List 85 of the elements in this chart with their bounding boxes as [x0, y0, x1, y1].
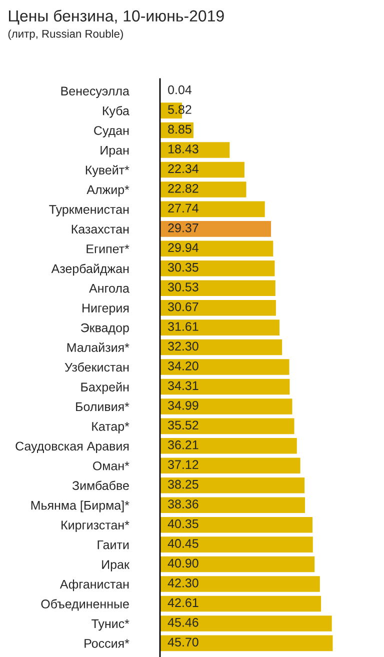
data-label: 42.30	[168, 578, 198, 588]
y-tick-label: Объединенные	[41, 599, 129, 611]
data-label: 30.53	[168, 282, 198, 292]
y-tick-label: Судан	[94, 126, 129, 138]
bar	[160, 339, 282, 356]
y-tick-label: Оман*	[93, 461, 130, 470]
data-label: 31.61	[168, 322, 198, 331]
y-tick-label: Мьянма [Бирма]*	[31, 500, 130, 512]
bar	[160, 556, 315, 572]
bar	[160, 596, 322, 612]
y-tick-label: Туркменистан	[49, 205, 129, 216]
y-tick-label: Россия*	[84, 639, 130, 648]
bar	[160, 398, 292, 414]
y-tick-label: Саудовская Аравия	[16, 442, 129, 454]
bar	[160, 221, 272, 237]
y-tick-label: Малайзия*	[67, 342, 130, 352]
data-label: 35.52	[168, 420, 198, 430]
bar	[160, 378, 290, 395]
bar	[160, 438, 297, 454]
y-tick-label: Ангола	[89, 284, 130, 293]
bar	[160, 320, 280, 336]
data-label: 30.67	[168, 302, 198, 312]
y-tick-label: Кувейт*	[86, 165, 130, 177]
bar	[160, 616, 332, 632]
bar	[160, 458, 300, 474]
bar	[160, 497, 305, 513]
chart-title: Цены бензина, 10-июнь-2019	[8, 10, 224, 25]
y-tick-label: Узбекистан	[64, 362, 129, 372]
data-label: 34.31	[168, 381, 198, 390]
y-tick-label: Зимбабве	[72, 480, 129, 490]
bar	[160, 201, 265, 218]
y-tick-label: Египет*	[86, 244, 130, 254]
bar	[160, 576, 320, 592]
bar	[160, 162, 244, 178]
data-label: 45.70	[168, 638, 198, 647]
data-label: 40.35	[168, 519, 198, 528]
data-label: 29.37	[168, 223, 198, 232]
y-tick-label: Афганистан	[60, 579, 129, 592]
y-tick-label: Куба	[102, 106, 130, 118]
data-label: 27.74	[168, 204, 198, 212]
bar	[160, 142, 230, 158]
y-tick-label: Азербайджан	[51, 264, 129, 276]
bar	[160, 182, 246, 198]
y-tick-label: Эквадор	[80, 323, 129, 335]
data-label: 45.46	[168, 618, 198, 627]
y-tick-label: Иран	[100, 146, 129, 158]
data-label: 29.94	[168, 243, 198, 252]
data-label: 38.25	[168, 480, 198, 489]
data-label: 22.34	[168, 164, 198, 174]
y-tick-label: Тунис*	[92, 619, 130, 631]
bar	[160, 536, 313, 552]
y-tick-label: Бахрейн	[81, 382, 129, 394]
bar	[160, 477, 305, 494]
bar	[160, 280, 276, 296]
bar	[160, 516, 313, 533]
data-label: 18.43	[168, 144, 198, 154]
data-label: 42.61	[168, 598, 198, 608]
data-label: 36.21	[168, 440, 198, 450]
y-tick-label: Ирак	[102, 560, 130, 572]
y-tick-label: Катар*	[92, 422, 130, 434]
data-label: 40.45	[168, 539, 198, 548]
y-tick-label: Казахстан	[72, 224, 129, 234]
y-tick-label: Боливия*	[76, 402, 130, 412]
data-label: 40.90	[168, 558, 198, 568]
data-label: 22.82	[168, 184, 198, 193]
data-label: 8.85	[168, 124, 192, 134]
data-label: 32.30	[168, 342, 198, 351]
data-label: 0.04	[168, 85, 192, 94]
text: (литр, Russian Rouble)	[8, 30, 123, 40]
bar	[160, 240, 274, 257]
data-label: 34.20	[168, 362, 198, 370]
bar	[160, 359, 290, 375]
y-tick-label: Алжир*	[86, 185, 130, 197]
y-tick-label: Венесуэлла	[61, 86, 130, 98]
data-label: 37.12	[168, 460, 198, 470]
bar	[160, 635, 333, 652]
data-label: 38.36	[168, 500, 198, 508]
y-tick-label: Нигерия	[82, 304, 129, 315]
bar	[160, 418, 294, 434]
data-label: 34.99	[168, 400, 198, 410]
data-label: 30.35	[168, 262, 198, 272]
bar	[160, 300, 276, 316]
y-tick-label: Киргизстан*	[62, 520, 130, 532]
bar	[160, 260, 275, 276]
y-tick-label: Гаити	[98, 540, 129, 550]
